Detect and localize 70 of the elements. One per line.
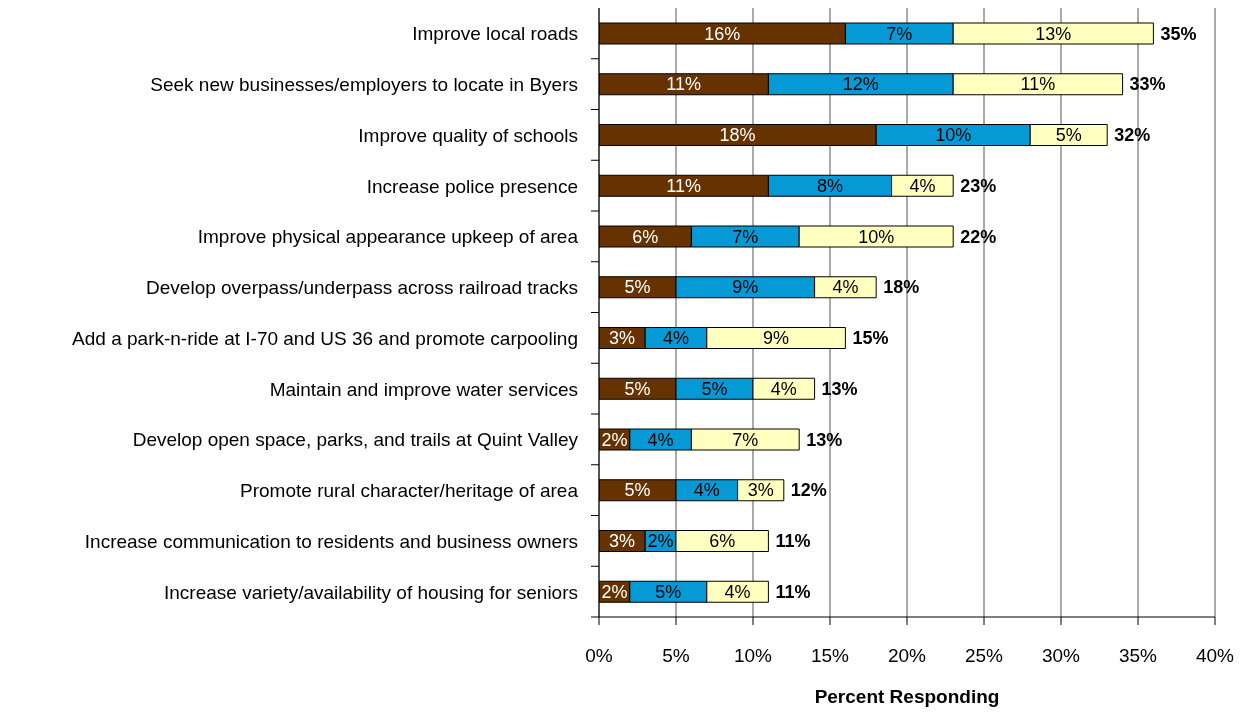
y-tick-label: Increase communication to residents and business owners xyxy=(84,530,578,552)
total-label: 13% xyxy=(821,378,858,399)
total-label: 18% xyxy=(883,277,920,298)
data-label: 2% xyxy=(601,429,628,450)
x-tick-label: 40% xyxy=(1195,645,1235,667)
data-label: 7% xyxy=(732,429,759,450)
data-label: 2% xyxy=(647,531,674,551)
total-label: 13% xyxy=(806,429,843,450)
data-label: 5% xyxy=(624,277,651,298)
y-tick-label: Improve local roads xyxy=(412,22,578,44)
total-label: 23% xyxy=(960,175,997,196)
data-label: 3% xyxy=(609,328,636,348)
x-axis-title: Percent Responding xyxy=(814,686,1000,707)
y-tick-label: Develop open space, parks, and trails at Quint Valley xyxy=(132,428,579,450)
data-label: 4% xyxy=(662,328,690,348)
data-label: 5% xyxy=(624,480,651,501)
total-label: 11% xyxy=(775,581,811,602)
data-label: 4% xyxy=(832,277,859,298)
data-label: 6% xyxy=(632,226,659,247)
x-tick-label: 10% xyxy=(733,645,773,667)
total-label: 11% xyxy=(775,531,811,551)
data-label: 4% xyxy=(909,175,936,196)
data-label: 9% xyxy=(763,328,790,348)
total-label: 35% xyxy=(1160,23,1197,44)
data-label: 5% xyxy=(624,378,651,399)
data-label: 10% xyxy=(935,125,972,145)
data-label: 7% xyxy=(886,23,913,44)
total-label: 12% xyxy=(790,480,827,501)
data-label: 4% xyxy=(647,429,674,450)
data-label: 5% xyxy=(655,581,682,602)
x-tick-label: 35% xyxy=(1118,645,1158,667)
total-label: 22% xyxy=(960,226,997,247)
x-tick-label: 30% xyxy=(1041,645,1081,667)
data-label: 3% xyxy=(747,480,774,501)
data-label: 11% xyxy=(1020,74,1056,95)
y-tick-label: Improve physical appearance upkeep of area xyxy=(197,225,579,247)
data-label: 4% xyxy=(770,378,797,399)
data-label: 10% xyxy=(858,226,895,247)
y-tick-label: Increase police presence xyxy=(366,175,578,197)
x-tick-label: 5% xyxy=(662,645,690,667)
data-label: 7% xyxy=(732,226,759,247)
data-label: 13% xyxy=(1035,23,1072,44)
y-tick-label: Improve quality of schools xyxy=(358,124,578,146)
x-tick-label: 0% xyxy=(585,645,613,667)
data-label: 11% xyxy=(666,74,702,95)
data-label: 5% xyxy=(1055,125,1082,145)
x-tick-label: 25% xyxy=(964,645,1004,667)
y-tick-label: Maintain and improve water services xyxy=(269,378,578,400)
data-label: 18% xyxy=(719,125,756,145)
data-label: 16% xyxy=(704,23,741,44)
y-tick-label: Develop overpass/underpass across railroad tracks xyxy=(146,276,578,298)
y-tick-label: Add a park-n-ride at I-70 and US 36 and promote carpooling xyxy=(72,327,578,349)
data-label: 8% xyxy=(816,175,844,196)
data-label: 9% xyxy=(732,277,759,298)
data-label: 12% xyxy=(842,74,879,95)
data-label: 11% xyxy=(666,175,702,196)
data-label: 4% xyxy=(724,581,751,602)
y-tick-label: Increase variety/availability of housing for seniors xyxy=(164,581,578,603)
total-label: 15% xyxy=(852,328,889,348)
y-tick-label: Promote rural character/heritage of area xyxy=(240,479,579,501)
total-label: 32% xyxy=(1114,125,1151,145)
data-label: 5% xyxy=(701,378,728,399)
data-label: 2% xyxy=(601,581,628,602)
x-tick-label: 15% xyxy=(810,645,850,667)
data-label: 6% xyxy=(709,531,736,551)
data-label: 4% xyxy=(693,480,720,501)
total-label: 33% xyxy=(1129,74,1166,95)
data-label: 3% xyxy=(609,531,636,551)
x-tick-label: 20% xyxy=(887,645,927,667)
y-tick-label: Seek new businesses/employers to locate in Byers xyxy=(150,73,578,95)
